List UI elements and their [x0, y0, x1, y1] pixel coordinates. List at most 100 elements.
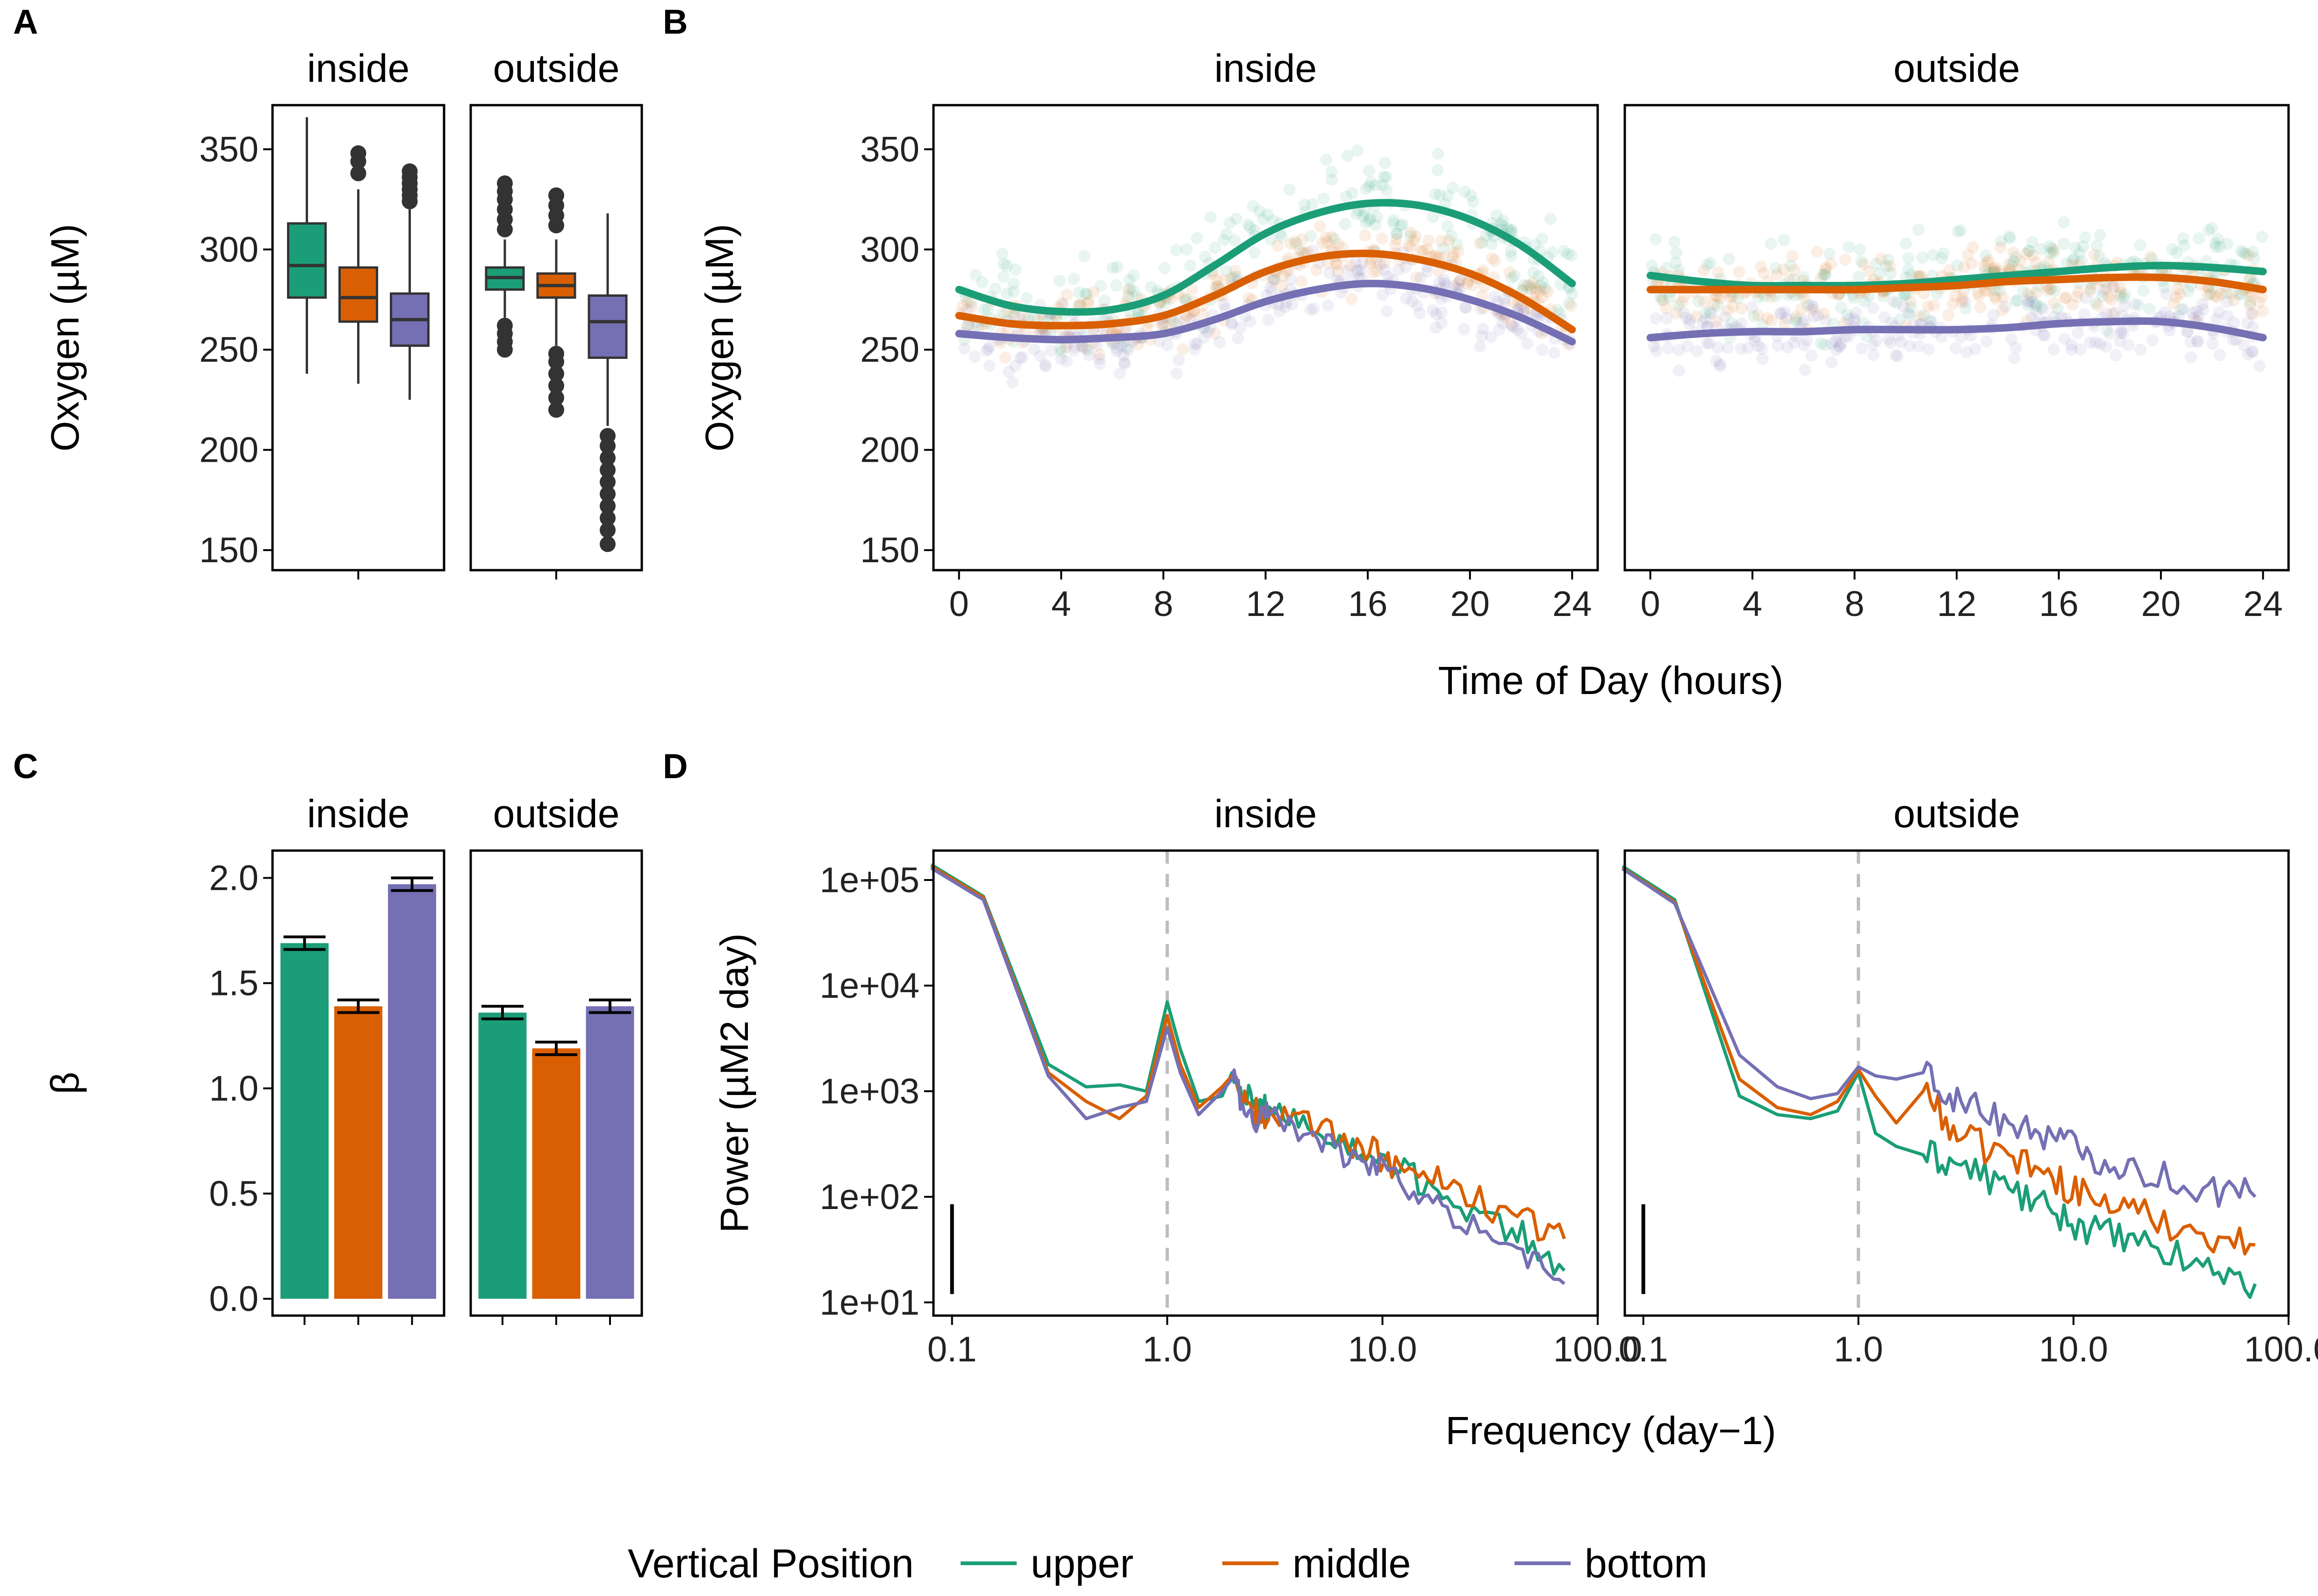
observation-point: [1243, 292, 1256, 304]
observation-point: [1267, 272, 1280, 285]
observation-point: [1177, 343, 1189, 356]
observation-point: [1561, 248, 1574, 260]
observation-point: [1557, 244, 1570, 257]
observation-point: [1527, 277, 1539, 289]
observation-point: [2024, 290, 2037, 303]
observation-point: [1969, 343, 1982, 355]
observation-point: [1672, 264, 1685, 277]
observation-point: [1476, 329, 1488, 342]
outlier-point: [600, 462, 616, 478]
observation-point: [1034, 350, 1047, 362]
outlier-point: [600, 474, 616, 490]
observation-point: [2035, 243, 2047, 255]
observation-point: [1830, 335, 1842, 348]
observation-point: [1132, 338, 1144, 351]
observation-point: [2096, 285, 2109, 297]
observation-point: [2221, 296, 2233, 308]
observation-point: [1866, 338, 1879, 351]
observation-point: [1925, 315, 1938, 328]
observation-point: [1714, 360, 1726, 372]
observation-point: [1285, 273, 1297, 286]
observation-point: [2023, 296, 2035, 309]
observation-point: [1331, 258, 1343, 271]
observation-point: [1218, 298, 1230, 311]
observation-point: [2134, 239, 2146, 251]
observation-point: [1170, 244, 1183, 257]
observation-point: [2020, 248, 2032, 260]
observation-point: [1902, 307, 1915, 319]
smooth-line-upper: [955, 199, 1576, 316]
observation-point: [1380, 184, 1393, 196]
observation-point: [2065, 339, 2078, 351]
observation-point: [2143, 302, 2156, 315]
observation-point: [1262, 314, 1275, 326]
observation-point: [1677, 307, 1690, 319]
observation-point: [1850, 307, 1862, 319]
observation-point: [2134, 344, 2146, 356]
box-middle: [338, 145, 378, 384]
observation-point: [1735, 317, 1748, 330]
observation-point: [1321, 236, 1334, 248]
y-tick-label: 350: [199, 129, 258, 169]
error-bar-upper: [283, 935, 326, 951]
observation-point: [1669, 256, 1682, 269]
x-tick-label: 24: [1552, 584, 1592, 624]
observation-point: [1815, 337, 1827, 350]
box-body: [588, 294, 628, 359]
observation-point: [1735, 343, 1747, 355]
observation-point: [1779, 306, 1791, 318]
observation-point: [2105, 293, 2118, 306]
observation-point: [1118, 356, 1131, 369]
observation-point: [2118, 299, 2131, 312]
observation-point: [1079, 288, 1092, 301]
observation-point: [1180, 243, 1193, 256]
observation-point: [1839, 253, 1852, 266]
observation-point: [2071, 291, 2083, 303]
observation-point: [1551, 304, 1564, 316]
observation-point: [1098, 294, 1111, 307]
observation-point: [2246, 245, 2259, 258]
panel-label: C: [13, 747, 38, 786]
observation-point: [1378, 157, 1391, 169]
observation-point: [1467, 195, 1479, 208]
observation-point: [1293, 244, 1306, 257]
observation-point: [1505, 224, 1518, 236]
observation-point: [2065, 343, 2078, 356]
observation-point: [1474, 340, 1486, 353]
observation-point: [1849, 315, 1861, 328]
observation-point: [1229, 265, 1242, 278]
observation-point: [1995, 235, 2007, 247]
observation-point: [2107, 280, 2120, 293]
observation-point: [1815, 272, 1827, 285]
observation-point: [2206, 337, 2219, 350]
observation-point: [1819, 268, 1832, 280]
observation-point: [2196, 298, 2209, 311]
observation-point: [1454, 274, 1466, 286]
smooth-line-bottom: [955, 279, 1576, 346]
observation-point: [1351, 144, 1364, 157]
observation-point: [1816, 268, 1829, 281]
observation-point: [1894, 313, 1906, 326]
observation-point: [1110, 342, 1123, 355]
outlier-point: [548, 365, 564, 382]
observation-point: [1534, 280, 1547, 293]
observation-point: [1548, 347, 1561, 359]
observation-point: [2253, 359, 2266, 372]
observation-point: [1094, 358, 1106, 370]
observation-point: [1835, 301, 1847, 314]
observation-point: [1290, 237, 1303, 250]
observation-point: [1714, 358, 1726, 371]
observation-point: [1806, 303, 1819, 316]
observation-point: [1220, 264, 1233, 277]
observation-point: [1496, 317, 1509, 329]
observation-point: [1441, 220, 1454, 233]
observation-point: [1962, 249, 1974, 261]
observation-point: [1068, 344, 1080, 357]
observation-point: [1299, 199, 1311, 211]
observation-point: [1756, 318, 1769, 331]
outlier-point: [600, 498, 616, 514]
observation-point: [1863, 290, 1875, 302]
observation-point: [1670, 307, 1683, 319]
observation-point: [2022, 287, 2034, 300]
observation-point: [1081, 288, 1093, 301]
